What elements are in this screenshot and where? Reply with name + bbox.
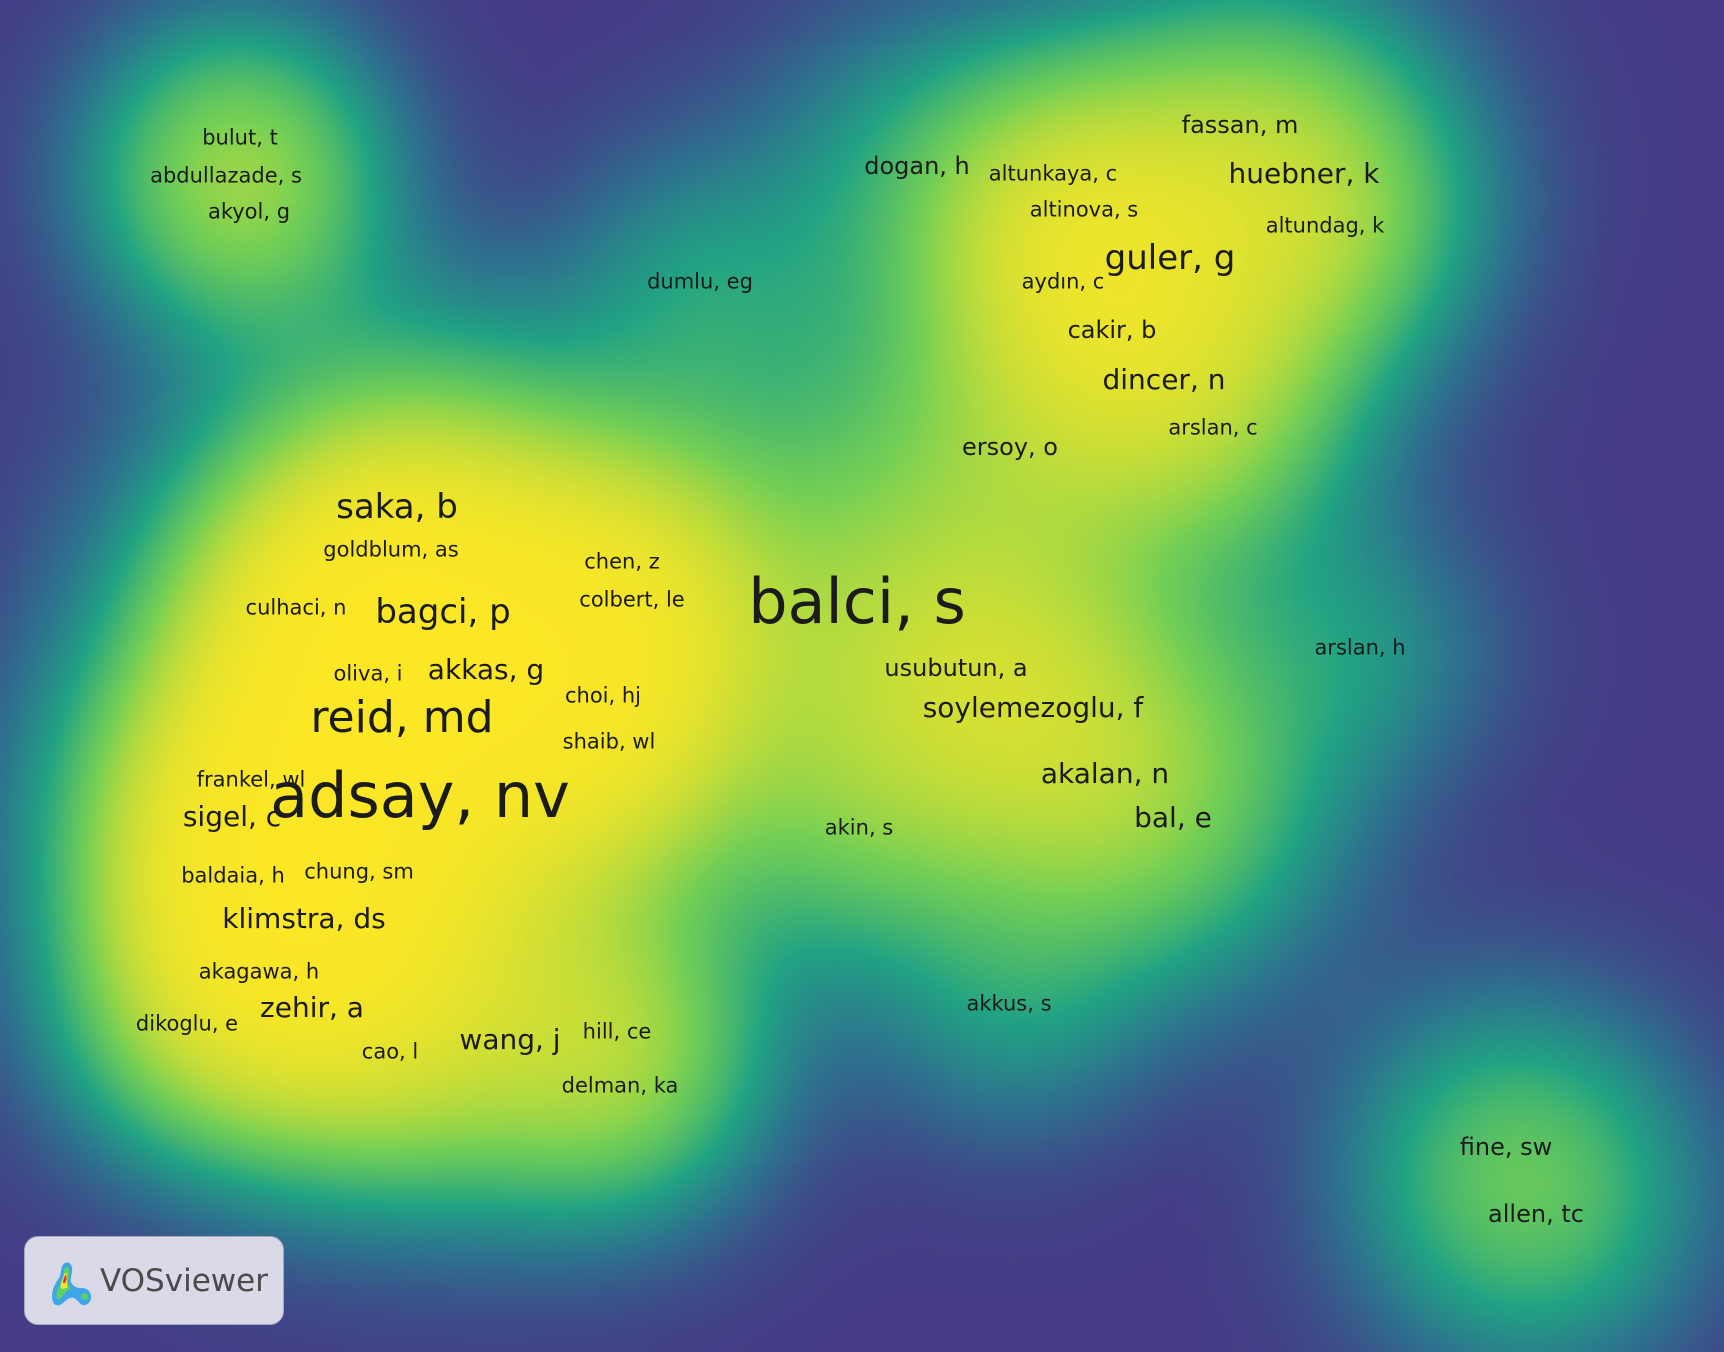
node-label[interactable]: soylemezoglu, f bbox=[922, 691, 1144, 724]
node-label[interactable]: altinova, s bbox=[1029, 197, 1139, 222]
node-label[interactable]: dikoglu, e bbox=[135, 1011, 239, 1036]
node-label[interactable]: reid, md bbox=[310, 692, 494, 743]
node-label[interactable]: akagawa, h bbox=[198, 959, 320, 984]
node-label[interactable]: balci, s bbox=[748, 565, 966, 638]
node-label[interactable]: goldblum, as bbox=[323, 537, 459, 562]
node-label[interactable]: delman, ka bbox=[561, 1073, 679, 1098]
node-label[interactable]: aydın, c bbox=[1021, 269, 1105, 294]
node-label[interactable]: chung, sm bbox=[304, 859, 414, 884]
node-label[interactable]: colbert, le bbox=[579, 587, 685, 612]
node-label[interactable]: sigel, c bbox=[182, 800, 282, 833]
node-label[interactable]: klimstra, ds bbox=[222, 902, 386, 935]
node-label[interactable]: akyol, g bbox=[207, 199, 291, 224]
node-label[interactable]: zehir, a bbox=[260, 991, 364, 1024]
node-label[interactable]: akin, s bbox=[824, 815, 894, 840]
node-label[interactable]: dumlu, eg bbox=[647, 269, 753, 294]
node-label[interactable]: akkas, g bbox=[427, 653, 545, 686]
node-label[interactable]: bulut, t bbox=[202, 125, 278, 150]
node-label[interactable]: bagci, p bbox=[375, 592, 511, 632]
node-label[interactable]: bal, e bbox=[1134, 801, 1212, 834]
node-label[interactable]: dogan, h bbox=[864, 152, 970, 180]
node-label[interactable]: abdullazade, s bbox=[150, 163, 302, 188]
node-label[interactable]: guler, g bbox=[1104, 238, 1236, 278]
node-label[interactable]: akalan, n bbox=[1040, 757, 1170, 790]
node-label[interactable]: akkus, s bbox=[966, 991, 1052, 1016]
node-label[interactable]: saka, b bbox=[336, 487, 458, 527]
app-name: VOSviewer bbox=[100, 1263, 268, 1299]
node-label[interactable]: dincer, n bbox=[1102, 363, 1226, 396]
node-label[interactable]: fassan, m bbox=[1181, 111, 1299, 139]
node-label[interactable]: arslan, h bbox=[1314, 635, 1406, 660]
vosviewer-badge: VOSviewer bbox=[24, 1236, 284, 1325]
node-label[interactable]: ersoy, o bbox=[962, 433, 1058, 461]
node-label[interactable]: huebner, k bbox=[1228, 157, 1380, 190]
node-label[interactable]: usubutun, a bbox=[884, 654, 1028, 682]
node-label[interactable]: cao, l bbox=[361, 1039, 419, 1064]
node-label[interactable]: adsay, nv bbox=[270, 759, 570, 832]
vosviewer-logo-icon bbox=[52, 1262, 92, 1306]
node-label[interactable]: culhaci, n bbox=[245, 595, 347, 620]
node-label[interactable]: choi, hj bbox=[564, 683, 642, 708]
node-label[interactable]: chen, z bbox=[584, 549, 660, 574]
node-label[interactable]: cakir, b bbox=[1067, 316, 1157, 344]
node-label[interactable]: allen, tc bbox=[1488, 1200, 1584, 1228]
node-label[interactable]: frankel, wl bbox=[196, 767, 306, 792]
node-label[interactable]: shaib, wl bbox=[562, 729, 656, 754]
node-label[interactable]: altunkaya, c bbox=[988, 161, 1118, 186]
node-label[interactable]: oliva, i bbox=[333, 661, 403, 686]
node-label[interactable]: altundag, k bbox=[1265, 213, 1385, 238]
node-label[interactable]: baldaia, h bbox=[181, 863, 285, 888]
node-label[interactable]: wang, j bbox=[459, 1023, 561, 1056]
node-label[interactable]: fine, sw bbox=[1459, 1133, 1553, 1161]
node-label[interactable]: hill, ce bbox=[582, 1019, 652, 1044]
node-label[interactable]: arslan, c bbox=[1168, 415, 1258, 440]
